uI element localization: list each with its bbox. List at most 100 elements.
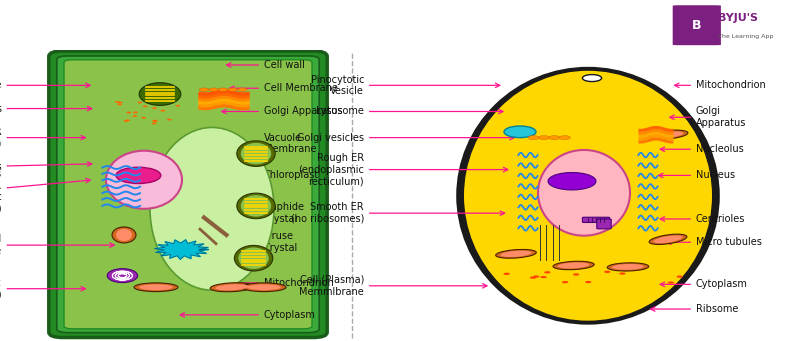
Text: BYJU'S: BYJU'S	[718, 13, 758, 23]
Circle shape	[503, 273, 510, 275]
Text: B: B	[692, 19, 702, 32]
Ellipse shape	[553, 261, 594, 270]
Circle shape	[585, 281, 591, 283]
Circle shape	[582, 75, 602, 81]
Ellipse shape	[139, 83, 181, 105]
Ellipse shape	[242, 283, 286, 292]
Text: Ribsome: Ribsome	[0, 80, 90, 90]
Polygon shape	[154, 240, 209, 260]
Ellipse shape	[210, 283, 254, 292]
Ellipse shape	[139, 284, 173, 290]
Ellipse shape	[607, 263, 649, 271]
Circle shape	[677, 276, 683, 278]
Circle shape	[151, 123, 156, 124]
Circle shape	[132, 115, 137, 117]
Circle shape	[133, 112, 138, 113]
Ellipse shape	[496, 250, 536, 258]
Ellipse shape	[237, 141, 275, 166]
Text: Rough ER
(endoplasmic
recticulum): Rough ER (endoplasmic recticulum)	[298, 153, 508, 186]
Text: Mitochondrion: Mitochondrion	[674, 80, 766, 90]
Text: Golgi Apparatus: Golgi Apparatus	[222, 106, 342, 117]
Text: Centrioles: Centrioles	[660, 214, 746, 224]
Text: Cytoplasm: Cytoplasm	[180, 310, 316, 320]
Text: Druse
Crystal: Druse Crystal	[194, 232, 298, 253]
Ellipse shape	[234, 246, 273, 271]
Circle shape	[538, 136, 550, 140]
Text: Cytoplasm: Cytoplasm	[660, 279, 748, 290]
Ellipse shape	[464, 71, 712, 321]
Text: Mitochondrion: Mitochondrion	[206, 278, 334, 288]
Circle shape	[152, 107, 157, 109]
Text: Nucleolus: Nucleolus	[0, 162, 92, 172]
Circle shape	[209, 88, 218, 91]
Ellipse shape	[538, 150, 630, 236]
Ellipse shape	[649, 234, 687, 244]
Text: Golgi
Apparatus: Golgi Apparatus	[670, 106, 746, 128]
Circle shape	[153, 120, 158, 122]
FancyBboxPatch shape	[64, 60, 312, 329]
Circle shape	[528, 136, 539, 140]
Ellipse shape	[150, 128, 274, 290]
Circle shape	[504, 126, 536, 138]
Text: Plant Cell: Plant Cell	[12, 14, 147, 38]
Text: Amyloplast
(Starch Grain): Amyloplast (Starch Grain)	[0, 278, 86, 299]
Text: Large Central
Vacuole: Large Central Vacuole	[0, 234, 114, 256]
Ellipse shape	[558, 263, 590, 268]
Text: Ribsome: Ribsome	[650, 304, 738, 314]
Ellipse shape	[112, 227, 136, 243]
Circle shape	[167, 119, 172, 120]
Circle shape	[619, 272, 626, 275]
Text: Pinocytotic
Vesicle: Pinocytotic Vesicle	[310, 75, 500, 96]
Text: Cell Membrane: Cell Membrane	[230, 83, 338, 93]
Circle shape	[116, 167, 161, 183]
Circle shape	[549, 136, 560, 140]
Circle shape	[138, 102, 142, 103]
Circle shape	[548, 173, 596, 190]
Ellipse shape	[241, 143, 271, 164]
Circle shape	[530, 277, 536, 279]
Ellipse shape	[107, 269, 138, 283]
Text: Raphide
Crystal: Raphide Crystal	[206, 202, 304, 224]
Circle shape	[118, 102, 122, 103]
Circle shape	[126, 119, 130, 121]
Text: Animal Cell: Animal Cell	[412, 14, 571, 38]
Ellipse shape	[458, 68, 718, 323]
Circle shape	[142, 105, 147, 107]
Text: Smooth ER
(no ribosomes): Smooth ER (no ribosomes)	[0, 127, 86, 148]
Text: Smooth ER
(no ribosomes): Smooth ER (no ribosomes)	[290, 202, 505, 224]
Text: Lysosome: Lysosome	[316, 106, 503, 117]
Text: Vacuole
Membrane: Vacuole Membrane	[216, 133, 317, 154]
Ellipse shape	[612, 264, 644, 270]
Ellipse shape	[116, 229, 132, 241]
Circle shape	[562, 281, 568, 283]
FancyBboxPatch shape	[57, 56, 319, 332]
Ellipse shape	[241, 195, 271, 217]
Circle shape	[228, 88, 238, 91]
Circle shape	[667, 281, 674, 284]
Circle shape	[123, 120, 128, 122]
Circle shape	[238, 88, 247, 91]
Ellipse shape	[215, 284, 249, 290]
Ellipse shape	[654, 236, 682, 243]
Ellipse shape	[237, 193, 275, 219]
Circle shape	[142, 117, 146, 119]
Circle shape	[544, 271, 550, 273]
Ellipse shape	[238, 248, 269, 269]
Ellipse shape	[247, 284, 281, 290]
Ellipse shape	[653, 131, 683, 138]
FancyBboxPatch shape	[49, 51, 327, 338]
Text: Cell (Plasma)
Memmlbrane: Cell (Plasma) Memmlbrane	[299, 275, 487, 297]
Circle shape	[118, 104, 122, 105]
Text: Golgi vesicles: Golgi vesicles	[0, 104, 92, 114]
Text: Cell wall: Cell wall	[226, 60, 305, 70]
FancyBboxPatch shape	[672, 4, 722, 46]
Circle shape	[161, 110, 166, 112]
Circle shape	[559, 136, 570, 140]
Circle shape	[126, 112, 131, 114]
FancyBboxPatch shape	[597, 219, 611, 229]
Circle shape	[153, 120, 158, 121]
Circle shape	[199, 88, 209, 91]
Circle shape	[604, 271, 610, 273]
Text: Nucleus
Rough ER
(endoplasmic
recticulum): Nucleus Rough ER (endoplasmic recticulum…	[0, 169, 90, 214]
Circle shape	[533, 275, 539, 278]
